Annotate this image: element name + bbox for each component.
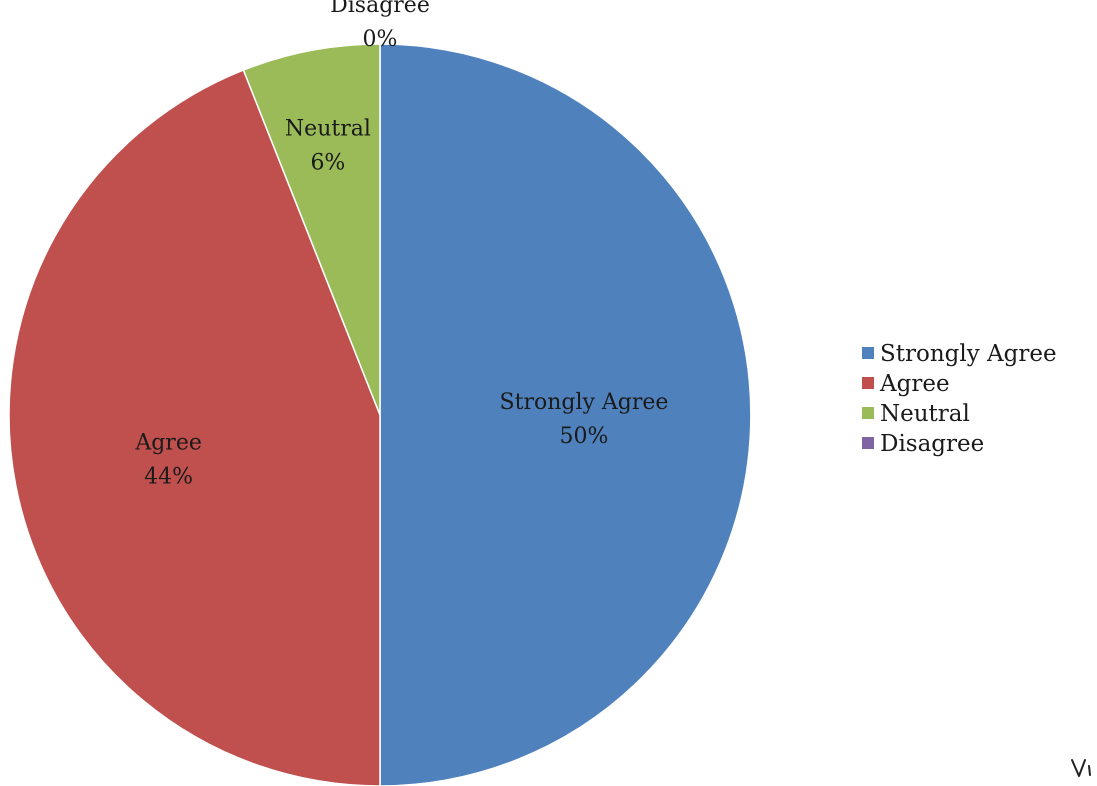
legend-label-neutral: Neutral (880, 401, 970, 427)
data-label-strongly-agree: Strongly Agree 50% (500, 390, 669, 449)
legend-swatch-strongly-agree (862, 347, 874, 359)
data-label-disagree: Disagree 0% (330, 0, 430, 52)
legend-item-strongly-agree: Strongly Agree (862, 341, 1057, 367)
slice-neutral (242, 43, 381, 416)
data-labels: Strongly Agree 50% Agree 44% Neutral 6% Disagr… (134, 0, 668, 489)
data-label-category: Disagree (330, 0, 430, 18)
slice-agree (8, 69, 381, 786)
legend-item-neutral: Neutral (862, 401, 970, 427)
legend-item-disagree: Disagree (862, 431, 984, 457)
legend-label-strongly-agree: Strongly Agree (880, 341, 1057, 367)
legend-swatch-neutral (862, 407, 874, 419)
data-label-category: Agree (134, 430, 202, 455)
legend-swatch-disagree (862, 437, 874, 449)
data-label-percent: 6% (310, 151, 345, 176)
data-label-neutral: Neutral 6% (285, 117, 371, 176)
legend-label-agree: Agree (879, 371, 950, 397)
data-label-category: Strongly Agree (500, 390, 669, 415)
stray-pen-mark (1071, 759, 1091, 777)
slice-strongly-agree (379, 43, 752, 786)
data-label-category: Neutral (285, 117, 371, 142)
data-label-percent: 50% (560, 424, 609, 449)
pie-slices (8, 43, 752, 786)
data-label-percent: 44% (144, 464, 193, 489)
data-label-percent: 0% (363, 27, 398, 52)
data-label-agree: Agree 44% (134, 430, 202, 489)
legend-swatch-agree (862, 377, 874, 389)
legend: Strongly Agree Agree Neutral Disagree (862, 341, 1057, 457)
legend-label-disagree: Disagree (880, 431, 984, 457)
legend-item-agree: Agree (862, 371, 950, 397)
